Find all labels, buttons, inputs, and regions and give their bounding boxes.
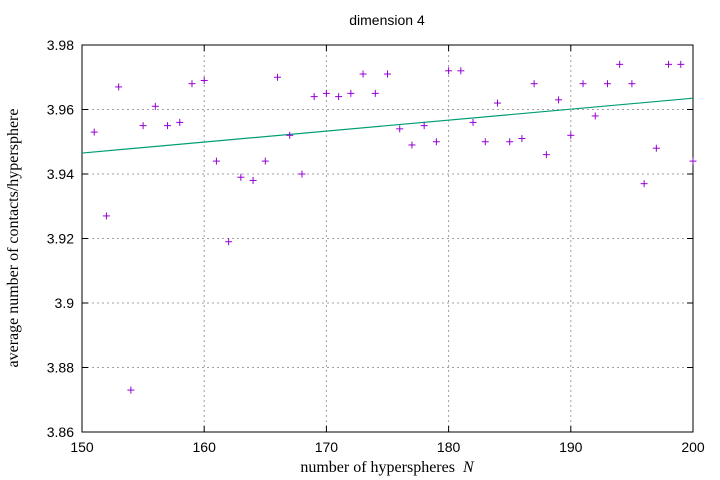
x-tick-label: 190 [559, 439, 583, 455]
data-point [249, 176, 257, 184]
data-point [322, 89, 330, 97]
data-point [188, 80, 196, 88]
data-point [102, 212, 110, 220]
data-point [139, 122, 147, 130]
data-point [298, 170, 306, 178]
data-point [274, 73, 282, 81]
y-tick-label: 3.98 [47, 37, 74, 53]
data-point [347, 89, 355, 97]
x-tick-label: 180 [437, 439, 461, 455]
x-tick-label: 170 [315, 439, 339, 455]
y-tick-label: 3.94 [47, 166, 74, 182]
data-point [335, 93, 343, 101]
data-point [579, 80, 587, 88]
x-tick-label: 200 [681, 439, 705, 455]
data-point [591, 112, 599, 120]
y-tick-label: 3.96 [47, 102, 74, 118]
fit-line-segment [81, 97, 694, 154]
data-point [665, 60, 673, 68]
data-point [652, 144, 660, 152]
data-point [555, 96, 563, 104]
y-axis-label: average number of contacts/hypersphere [5, 109, 22, 368]
data-point [384, 70, 391, 78]
grid-lines [82, 45, 693, 432]
data-point [371, 89, 379, 97]
data-point [310, 93, 318, 101]
data-point [115, 83, 123, 91]
data-point [164, 122, 172, 130]
data-point [286, 131, 294, 139]
data-point [432, 138, 440, 146]
y-tick-label: 3.88 [47, 360, 74, 376]
data-point [518, 135, 526, 143]
data-point [677, 60, 685, 68]
x-tick-label: 160 [193, 439, 217, 455]
plot-frame [81, 44, 694, 433]
x-tick-label: 150 [70, 439, 94, 455]
data-point [200, 76, 208, 84]
data-point [212, 157, 220, 165]
data-point [628, 80, 636, 88]
x-axis-label: number of hyperspheres N [300, 459, 475, 476]
data-point [530, 80, 538, 88]
data-points [90, 60, 697, 394]
x-axis-ticks: 150 160 170 180 190 200 [70, 45, 705, 455]
data-point [151, 102, 159, 110]
data-point [261, 157, 269, 165]
data-point [237, 173, 245, 181]
data-point [603, 80, 611, 88]
data-point [542, 151, 550, 159]
data-point [225, 238, 233, 246]
data-point [493, 99, 501, 107]
data-point [176, 118, 184, 126]
y-axis-ticks: 3.86 3.88 3.9 3.92 3.94 3.96 3.98 [47, 37, 693, 440]
y-tick-label: 3.9 [55, 295, 75, 311]
data-point [481, 138, 489, 146]
data-point [90, 128, 98, 136]
data-point [420, 122, 428, 130]
fit-line [81, 97, 694, 154]
data-point [506, 138, 514, 146]
y-tick-label: 3.92 [47, 231, 74, 247]
y-tick-label: 3.86 [47, 424, 74, 440]
data-point [469, 118, 477, 126]
data-point [457, 67, 465, 75]
data-point [408, 141, 416, 149]
data-point [689, 157, 697, 165]
data-point [616, 60, 624, 68]
chart-title: dimension 4 [349, 12, 425, 28]
x-axis-label-text: number of hyperspheres [300, 459, 455, 476]
data-point [127, 386, 135, 394]
data-point [359, 70, 367, 78]
data-point [567, 131, 575, 139]
data-point [445, 67, 453, 75]
data-point [640, 180, 648, 188]
data-point [396, 125, 404, 133]
x-axis-label-variable: N [462, 459, 475, 476]
